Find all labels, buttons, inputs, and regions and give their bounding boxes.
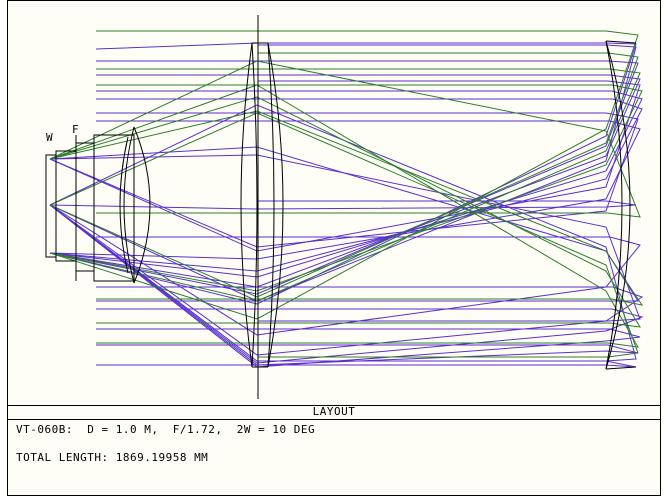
info-line-1: VT-060B: D = 1.0 M, F/1.72, 2W = 10 DEG	[16, 423, 316, 436]
layout-caption: LAYOUT	[312, 405, 356, 418]
ray-bundle-green	[49, 30, 644, 358]
info-line-2: TOTAL LENGTH: 1869.19958 MM	[16, 451, 209, 464]
lens-elements	[45, 40, 637, 370]
info-divider	[8, 419, 660, 420]
ray-bundle-violet	[49, 42, 644, 368]
optical-layout-diagram: W F	[45, 15, 644, 399]
caption-divider	[8, 405, 660, 406]
optical-layout-window: W F LAYOUT VT-060B: D = 1.0 M, F/1.72, 2…	[7, 0, 661, 496]
f-label: F	[72, 123, 79, 136]
w-label: W	[46, 131, 53, 144]
